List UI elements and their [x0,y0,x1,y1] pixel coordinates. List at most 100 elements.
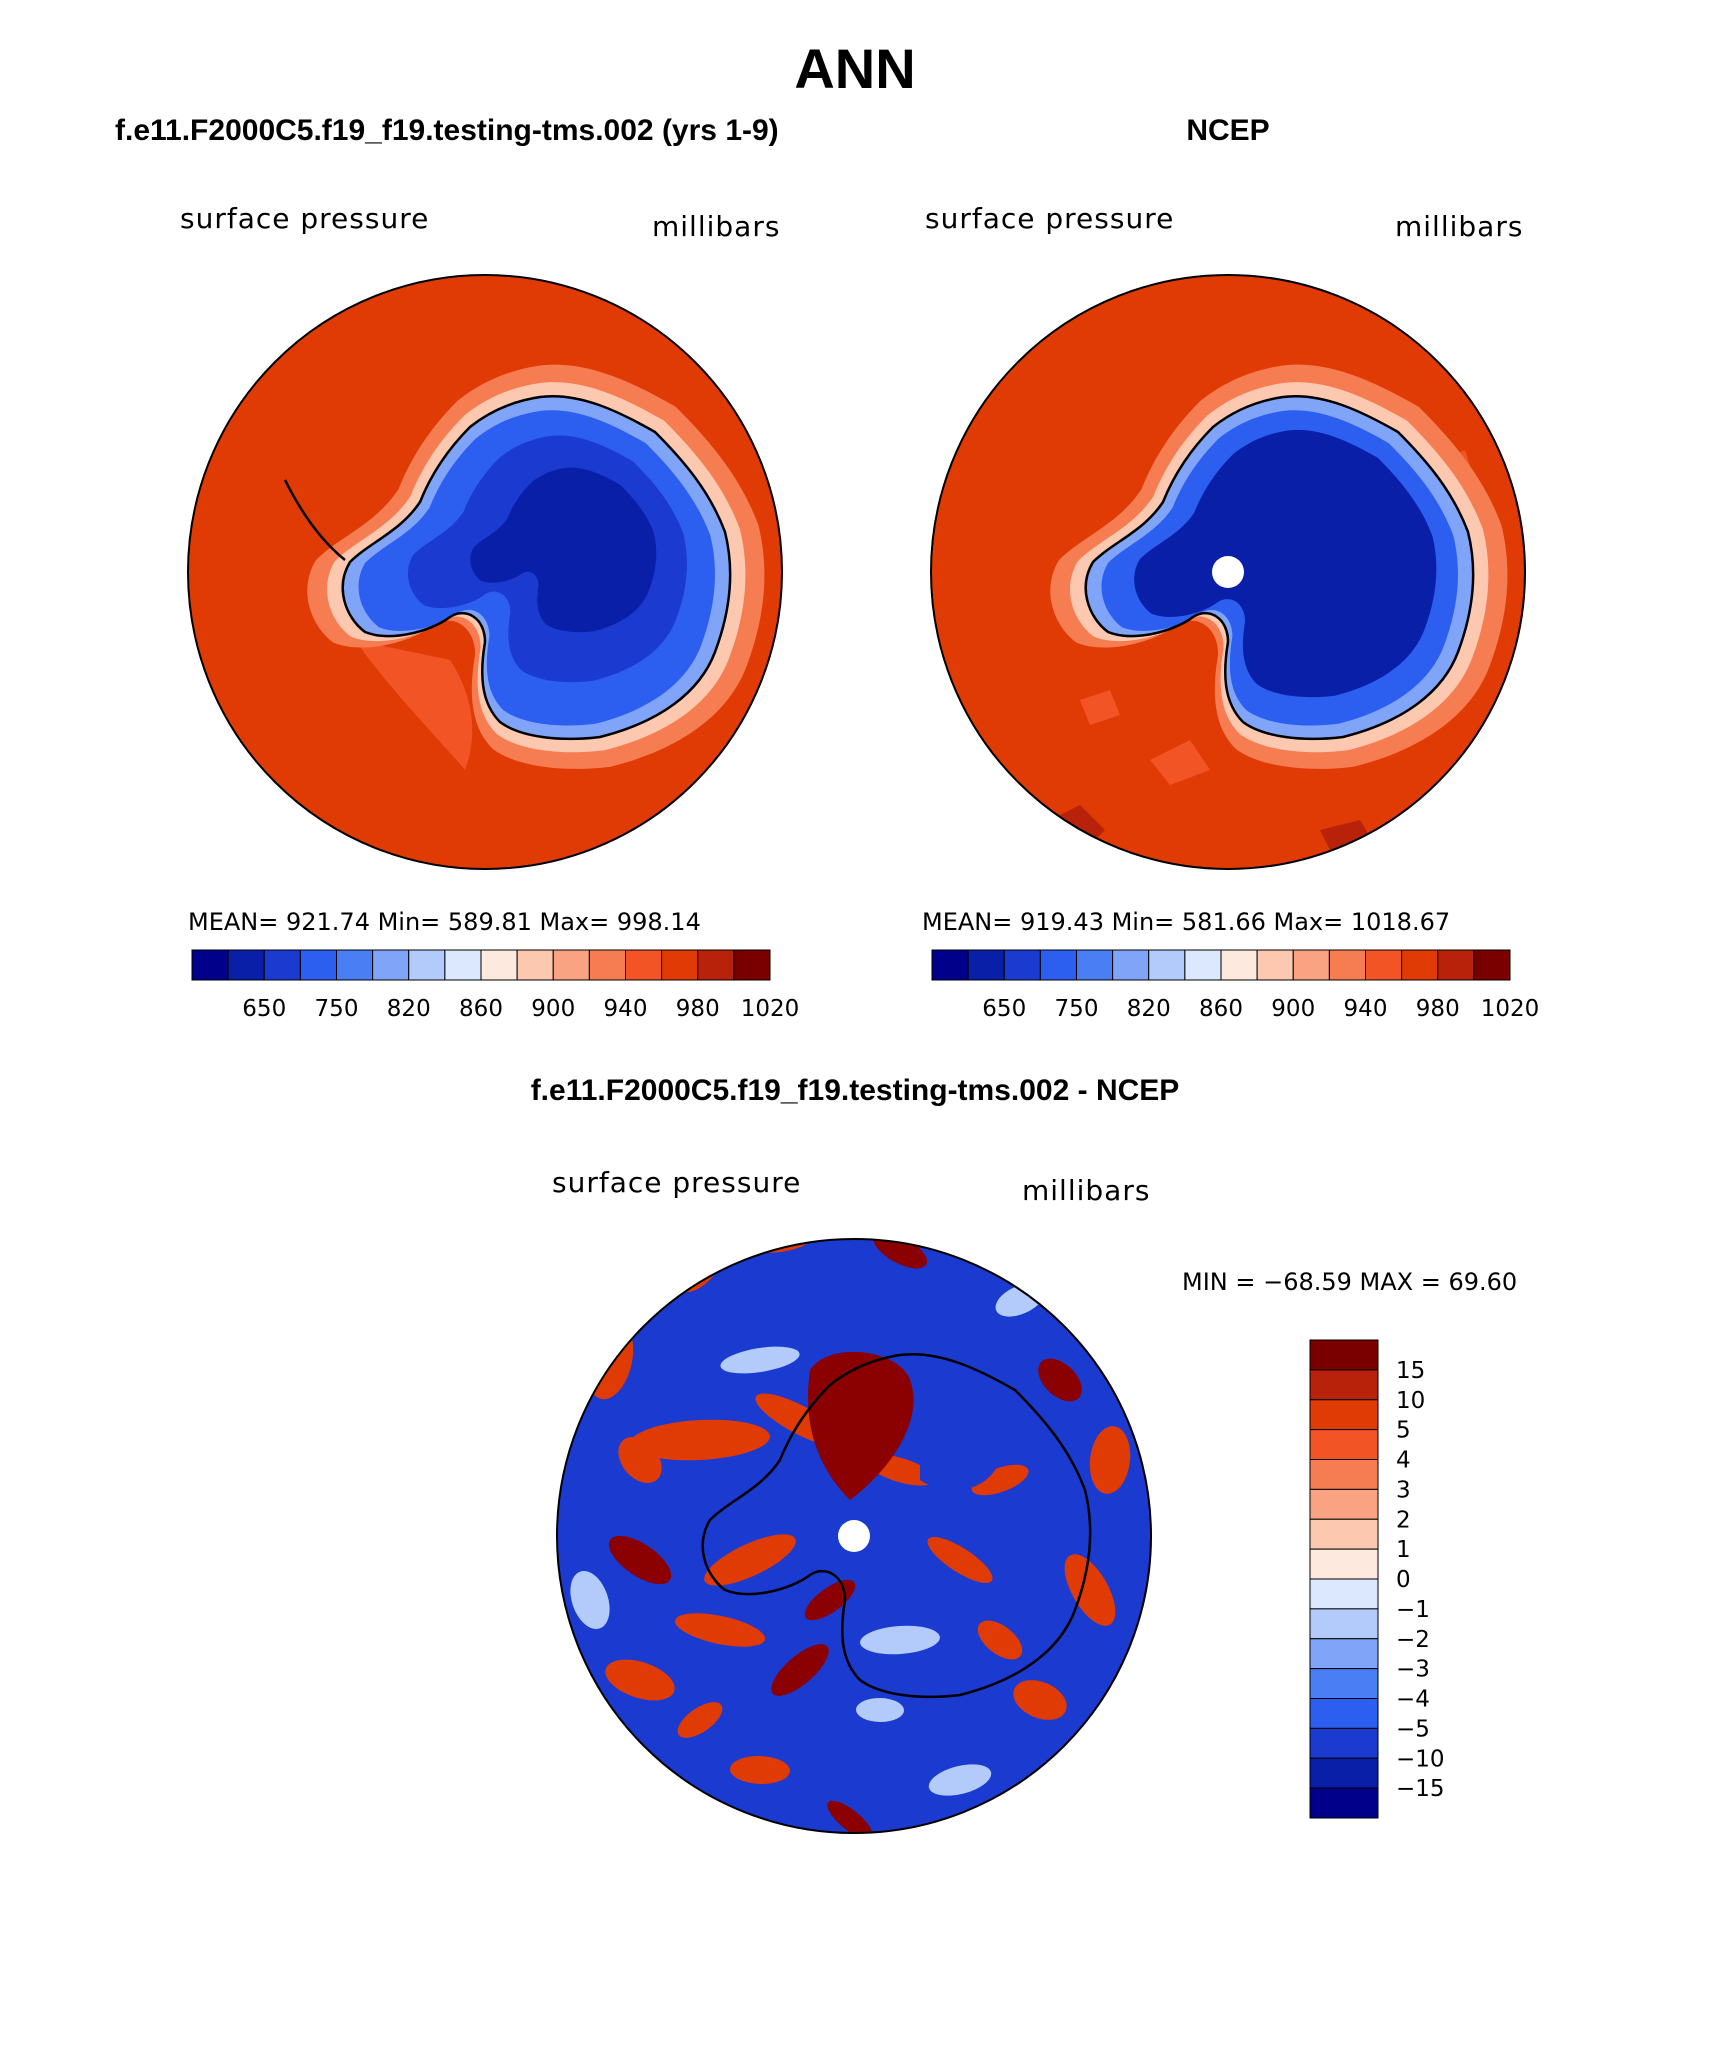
colorbar-ncep-swatch [1292,949,1330,981]
map-diff-anomaly [808,1351,914,1500]
colorbar-ncep-swatch [1256,949,1294,981]
colorbar-ncep-swatch [931,949,969,981]
map-model-border [187,274,783,870]
colorbar-diff-tick-label: 10 [1396,1388,1425,1414]
colorbar-model-swatch [336,949,374,981]
figure-title: ANN [794,37,915,100]
colorbar-diff-swatch [1309,1757,1379,1789]
colorbar-model-swatch [263,949,301,981]
panel-diff-variable: surface pressure [552,1166,801,1199]
map-diff-anomaly [771,1644,829,1696]
colorbar-diff-swatch [1309,1459,1379,1490]
colorbar-diff-swatch [1309,1578,1379,1610]
colorbar-diff-tick-label: −5 [1396,1716,1430,1742]
map-model-ross-lobe [355,640,473,770]
colorbar-ncep-swatch [1148,949,1186,981]
colorbar-model-tick-label: 750 [315,996,359,1022]
colorbar-diff-swatch [1309,1339,1379,1371]
colorbar-diff-tick-label: 0 [1396,1567,1411,1593]
colorbar-model-swatch [733,949,771,981]
colorbar-model-tick-label: 940 [604,996,648,1022]
map-diff-anomaly [927,1536,993,1584]
colorbar-diff-tick-label: −10 [1396,1746,1445,1772]
colorbar-diff-swatch [1309,1727,1379,1759]
map-diff-anomaly [971,1464,1029,1496]
colorbar-ncep-swatch [1220,949,1258,981]
colorbar-ncep-swatch [1076,949,1114,981]
map-diff-anomaly [827,1800,873,1833]
colorbar-model-swatch [299,949,337,981]
map-diff-anomaly [860,1625,940,1655]
panel-ncep-stats: MEAN= 919.43 Min= 581.66 Max= 1018.67 [922,908,1450,936]
map-diff-anomaly [1089,1426,1131,1494]
colorbar-ncep-swatch [1437,949,1475,981]
colorbar-diff-swatch [1309,1668,1379,1699]
colorbar-model-tick-label: 980 [676,996,720,1022]
colorbar-ncep-tick-label: 900 [1271,996,1315,1022]
map-diff-anomaly [1038,1358,1082,1402]
map-ncep-border [930,274,1526,870]
map-diff-anomaly [570,1571,610,1629]
colorbar-ncep-swatch [1365,949,1403,981]
colorbar-diff-swatch [1309,1429,1379,1460]
map-diff-anomaly [1064,1554,1116,1626]
panel-diff-title: f.e11.F2000C5.f19_f19.testing-tms.002 - … [531,1074,1180,1107]
colorbar-diff-tick-label: −1 [1396,1597,1430,1623]
map-ncep-pole-hole [1212,556,1244,588]
colorbar-ncep-tick-label: 940 [1344,996,1388,1022]
map-diff-anomaly [1013,1680,1067,1720]
colorbar-ncep-swatch [1003,949,1041,981]
colorbar-ncep-swatch [1401,949,1439,981]
colorbar-diff-tick-label: 2 [1396,1507,1411,1533]
colorbar-diff-tick-label: −2 [1396,1627,1430,1653]
colorbar-diff-swatch [1309,1518,1379,1550]
colorbar-ncep: 650 750 820 860 900 940 980 1020 [931,949,1540,1022]
colorbar-model-swatch [625,949,663,981]
colorbar-diff-swatch [1309,1548,1379,1580]
colorbar-model-swatch [480,949,518,981]
colorbar-model-swatch [588,949,626,981]
colorbar-model-swatch [444,949,482,981]
map-ncep [931,275,1525,869]
map-diff-anomaly [977,1620,1023,1660]
colorbar-diff-tick-label: 15 [1396,1358,1425,1384]
colorbar-diff-tick-label: −4 [1396,1687,1430,1713]
colorbar-diff-tick-label: −15 [1396,1776,1445,1802]
colorbar-model-swatch [191,949,229,981]
colorbar-model-swatch [661,949,699,981]
panel-ncep-title: NCEP [1186,114,1269,147]
colorbar-ncep-tick-label: 1020 [1481,996,1540,1022]
colorbar-model: 650 750 820 860 900 940 980 1020 [191,949,799,1022]
colorbar-ncep-tick-label: 860 [1199,996,1243,1022]
colorbar-ncep-tick-label: 750 [1055,996,1099,1022]
colorbar-model-swatch [552,949,590,981]
colorbar-diff-tick-label: −3 [1396,1657,1430,1683]
panel-model-stats: MEAN= 921.74 Min= 589.81 Max= 998.14 [188,908,701,936]
colorbar-ncep-swatch [1039,949,1077,981]
map-diff-anomaly [608,1535,672,1585]
colorbar-diff-tick-label: 4 [1396,1448,1411,1474]
map-diff-anomaly [674,1613,766,1647]
colorbar-diff-tick-label: 3 [1396,1477,1411,1503]
panel-model: f.e11.F2000C5.f19_f19.testing-tms.002 (y… [115,114,799,1022]
colorbar-model-swatch [697,949,735,981]
map-diff-anomaly [605,1659,675,1701]
map-model [188,275,782,869]
map-diff-anomaly [856,1697,904,1723]
colorbar-model-tick-label: 900 [531,996,575,1022]
colorbar-model-swatch [408,949,446,981]
panel-ncep: NCEP surface pressure millibars MEAN= 91… [922,114,1539,1022]
colorbar-diff-swatch [1309,1488,1379,1520]
colorbar-diff-swatch [1309,1369,1379,1401]
colorbar-diff-swatch [1309,1787,1379,1819]
colorbar-ncep-tick-label: 650 [982,996,1026,1022]
panel-ncep-variable: surface pressure [925,202,1174,235]
map-diff-anomaly [704,1534,796,1586]
panel-diff-units: millibars [1022,1174,1150,1207]
panel-diff: f.e11.F2000C5.f19_f19.testing-tms.002 - … [531,1074,1517,1834]
map-diff-anomaly [920,1412,1002,1491]
colorbar-diff-swatch [1309,1399,1379,1431]
panel-model-units: millibars [652,210,780,243]
colorbar-ncep-swatch [1473,949,1511,981]
